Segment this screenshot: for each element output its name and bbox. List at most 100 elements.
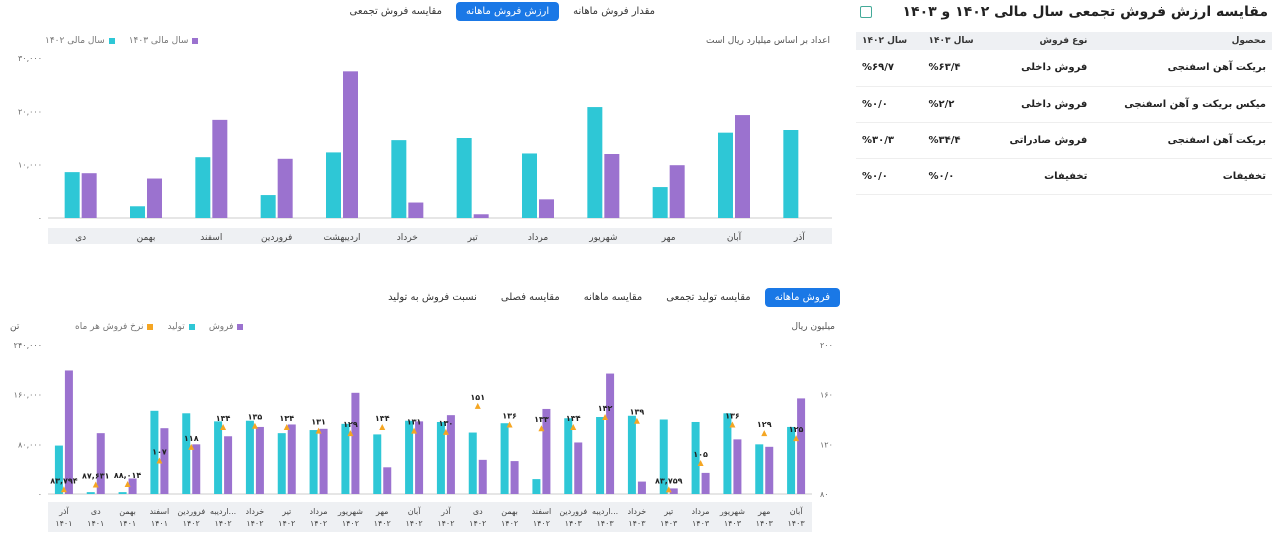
top-bar-1403-10[interactable] bbox=[147, 178, 162, 218]
top-tab-0[interactable]: مقدار فروش ماهانه bbox=[573, 6, 655, 17]
top-bar-1403-3[interactable] bbox=[604, 154, 620, 218]
top-bar-1403-8[interactable] bbox=[277, 158, 293, 218]
bottom-bar-sales-16[interactable] bbox=[574, 442, 583, 494]
bottom-bar-sales-17[interactable] bbox=[606, 373, 615, 494]
export-icon[interactable] bbox=[860, 6, 872, 18]
bottom-bar-sales-22[interactable] bbox=[765, 446, 774, 494]
bottom-rate-marker-20[interactable] bbox=[697, 459, 704, 466]
top-bar-1403-6[interactable] bbox=[408, 202, 424, 218]
bottom-rate-marker-7[interactable] bbox=[283, 423, 290, 430]
bottom-bar-production-2[interactable] bbox=[118, 492, 127, 494]
bottom-rate-marker-3[interactable] bbox=[156, 457, 163, 464]
bottom-bar-production-22[interactable] bbox=[755, 444, 764, 494]
bottom-bar-sales-15[interactable] bbox=[542, 408, 551, 494]
bottom-bar-sales-8[interactable] bbox=[319, 428, 328, 494]
bottom-rate-marker-10[interactable] bbox=[379, 423, 386, 430]
bottom-bar-sales-4[interactable] bbox=[192, 444, 201, 494]
bottom-rate-marker-6[interactable] bbox=[251, 422, 258, 429]
top-bar-1402-8[interactable] bbox=[260, 195, 276, 218]
bottom-bar-production-15[interactable] bbox=[532, 479, 541, 494]
bottom-rate-marker-22[interactable] bbox=[761, 430, 768, 437]
bottom-bar-production-4[interactable] bbox=[182, 413, 191, 494]
bottom-legend-item-2[interactable]: نرخ فروش هر ماه bbox=[75, 322, 154, 332]
bottom-rate-marker-5[interactable] bbox=[220, 423, 227, 430]
bottom-bar-sales-1[interactable] bbox=[96, 433, 105, 494]
top-bar-1403-5[interactable] bbox=[473, 214, 489, 218]
bottom-bar-sales-3[interactable] bbox=[160, 428, 169, 494]
bottom-bar-sales-23[interactable] bbox=[797, 398, 806, 494]
bottom-rate-marker-1[interactable] bbox=[92, 481, 99, 488]
bottom-bar-sales-21[interactable] bbox=[733, 439, 742, 494]
bottom-bar-production-0[interactable] bbox=[54, 445, 63, 494]
top-bar-1402-7[interactable] bbox=[326, 152, 341, 218]
bottom-tab-0[interactable]: فروش ماهانه bbox=[764, 288, 840, 307]
bottom-rate-marker-21[interactable] bbox=[729, 421, 736, 428]
bottom-tab-2[interactable]: مقایسه ماهانه bbox=[583, 292, 643, 303]
bottom-rate-marker-14[interactable] bbox=[506, 421, 513, 428]
bottom-bar-production-12[interactable] bbox=[436, 421, 445, 494]
bottom-bar-production-17[interactable] bbox=[596, 417, 605, 494]
bottom-bar-sales-12[interactable] bbox=[446, 415, 455, 494]
bottom-bar-sales-18[interactable] bbox=[637, 481, 646, 494]
bottom-legend-item-0[interactable]: فروش bbox=[209, 322, 244, 332]
bottom-rate-marker-8[interactable] bbox=[315, 427, 322, 434]
bottom-rate-marker-18[interactable] bbox=[633, 417, 640, 424]
top-legend-item-1[interactable]: سال مالی ۱۴۰۲ bbox=[45, 36, 115, 46]
bottom-rate-marker-0[interactable] bbox=[60, 486, 67, 493]
top-tab-2[interactable]: مقایسه فروش تجمعی bbox=[349, 6, 442, 17]
bottom-bar-sales-6[interactable] bbox=[255, 426, 264, 494]
top-bar-1402-9[interactable] bbox=[195, 157, 211, 218]
top-tab-1[interactable]: ارزش فروش ماهانه bbox=[455, 2, 560, 21]
bottom-tab-3[interactable]: مقایسه فصلی bbox=[500, 292, 560, 303]
bottom-bar-production-13[interactable] bbox=[468, 432, 477, 494]
bottom-bar-sales-20[interactable] bbox=[701, 472, 710, 494]
top-bar-1403-9[interactable] bbox=[212, 119, 228, 218]
bottom-rate-marker-17[interactable] bbox=[602, 414, 609, 421]
bottom-bar-production-19[interactable] bbox=[659, 419, 668, 495]
bottom-bar-sales-19[interactable] bbox=[669, 488, 678, 494]
bottom-bar-production-10[interactable] bbox=[373, 434, 382, 494]
bottom-rate-marker-12[interactable] bbox=[442, 428, 449, 435]
bottom-rate-marker-13[interactable] bbox=[474, 402, 481, 409]
bottom-bar-production-5[interactable] bbox=[214, 421, 223, 494]
top-legend-item-0[interactable]: سال مالی ۱۴۰۳ bbox=[129, 36, 199, 46]
bottom-rate-marker-9[interactable] bbox=[347, 430, 354, 437]
top-bar-1403-4[interactable] bbox=[539, 199, 554, 218]
bottom-bar-production-3[interactable] bbox=[150, 410, 159, 494]
bottom-bar-sales-10[interactable] bbox=[383, 467, 392, 494]
bottom-bar-production-18[interactable] bbox=[627, 415, 636, 494]
bottom-bar-sales-11[interactable] bbox=[415, 421, 424, 494]
bottom-rate-marker-4[interactable] bbox=[188, 443, 195, 450]
bottom-rate-marker-11[interactable] bbox=[411, 427, 418, 434]
top-bar-1402-2[interactable] bbox=[652, 187, 668, 218]
top-bar-1402-1[interactable] bbox=[718, 132, 733, 218]
bottom-rate-marker-2[interactable] bbox=[124, 481, 131, 488]
bottom-bar-production-20[interactable] bbox=[691, 421, 700, 494]
top-bar-1403-2[interactable] bbox=[669, 165, 685, 218]
bottom-bar-production-11[interactable] bbox=[405, 420, 414, 494]
bottom-bar-sales-14[interactable] bbox=[510, 461, 519, 494]
bottom-bar-sales-2[interactable] bbox=[128, 478, 137, 494]
bottom-bar-sales-5[interactable] bbox=[224, 436, 233, 494]
top-bar-1402-10[interactable] bbox=[130, 206, 145, 218]
bottom-legend-item-1[interactable]: تولید bbox=[167, 322, 195, 332]
bottom-bar-production-6[interactable] bbox=[245, 420, 254, 494]
top-bar-1403-11[interactable] bbox=[81, 173, 97, 218]
bottom-bar-production-8[interactable] bbox=[309, 430, 318, 494]
bottom-bar-sales-13[interactable] bbox=[478, 459, 487, 494]
bottom-bar-production-23[interactable] bbox=[787, 426, 796, 494]
bottom-bar-sales-7[interactable] bbox=[287, 424, 296, 494]
bottom-rate-marker-19[interactable] bbox=[665, 486, 672, 493]
top-bar-1403-7[interactable] bbox=[343, 71, 358, 218]
top-bar-1402-11[interactable] bbox=[64, 172, 80, 218]
bottom-bar-production-21[interactable] bbox=[723, 413, 732, 494]
top-bar-1402-3[interactable] bbox=[587, 107, 603, 218]
bottom-bar-production-16[interactable] bbox=[564, 418, 573, 494]
bottom-rate-marker-16[interactable] bbox=[570, 423, 577, 430]
bottom-rate-marker-15[interactable] bbox=[538, 425, 545, 432]
bottom-bar-sales-0[interactable] bbox=[64, 370, 73, 494]
bottom-rate-marker-23[interactable] bbox=[793, 435, 800, 442]
bottom-bar-sales-9[interactable] bbox=[351, 392, 360, 494]
top-bar-1403-1[interactable] bbox=[735, 115, 750, 218]
top-bar-1402-5[interactable] bbox=[456, 138, 472, 218]
